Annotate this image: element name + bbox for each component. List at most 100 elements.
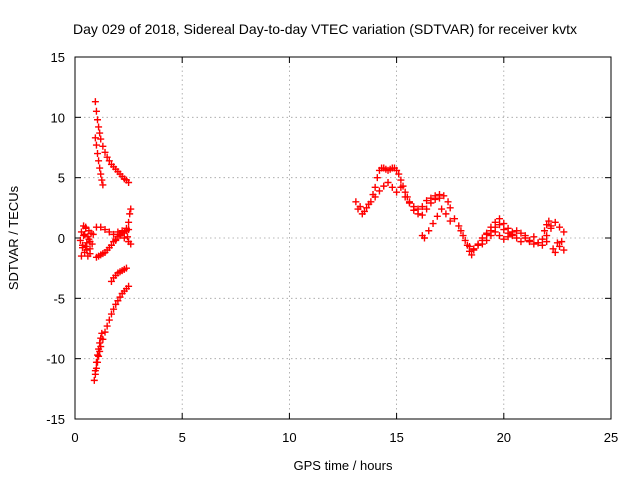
data-point xyxy=(99,142,107,150)
data-point xyxy=(478,240,486,248)
data-point xyxy=(89,230,97,238)
data-point xyxy=(521,232,529,240)
data-point xyxy=(508,230,516,238)
chart-title: Day 029 of 2018, Sidereal Day-to-day VTE… xyxy=(73,21,577,37)
grid-lines xyxy=(75,57,611,419)
data-point xyxy=(80,232,88,240)
data-point xyxy=(397,176,405,184)
data-point xyxy=(105,157,113,165)
data-point xyxy=(541,227,549,235)
data-point xyxy=(97,334,105,342)
data-point xyxy=(120,234,128,242)
data-point xyxy=(446,217,454,225)
data-point xyxy=(538,241,546,249)
data-point xyxy=(354,205,362,213)
data-point xyxy=(122,264,130,272)
data-point xyxy=(513,227,521,235)
data-point xyxy=(560,246,568,254)
data-point xyxy=(543,221,551,229)
data-point xyxy=(76,236,84,244)
data-point xyxy=(101,328,109,336)
data-point xyxy=(94,150,102,158)
data-point xyxy=(556,242,564,250)
x-tick-label: 5 xyxy=(179,430,186,445)
data-point xyxy=(500,220,508,228)
data-point xyxy=(110,305,118,313)
y-tick-label: 10 xyxy=(51,110,65,125)
data-point xyxy=(82,242,90,250)
data-point xyxy=(358,210,366,218)
x-tick-label: 10 xyxy=(282,430,296,445)
data-point xyxy=(84,233,92,241)
data-point xyxy=(384,178,392,186)
data-point xyxy=(530,240,538,248)
data-point xyxy=(478,234,486,242)
data-point xyxy=(534,239,542,247)
data-point xyxy=(470,245,478,253)
data-point xyxy=(517,229,525,237)
data-point xyxy=(127,240,135,248)
data-point xyxy=(418,203,426,211)
data-point xyxy=(545,217,553,225)
data-point xyxy=(107,241,115,249)
data-point xyxy=(103,322,111,330)
x-tick-label: 20 xyxy=(497,430,511,445)
data-points xyxy=(76,98,568,384)
data-point xyxy=(98,176,106,184)
y-tick-label: -5 xyxy=(53,291,65,306)
data-point xyxy=(114,297,122,305)
data-point xyxy=(496,221,504,229)
data-point xyxy=(97,223,105,231)
data-point xyxy=(367,198,375,206)
data-point xyxy=(459,232,467,240)
data-point xyxy=(77,252,85,260)
data-point xyxy=(97,170,105,178)
data-point xyxy=(86,245,94,253)
data-point xyxy=(504,233,512,241)
data-point xyxy=(450,215,458,223)
data-point xyxy=(92,358,100,366)
data-point xyxy=(363,204,371,212)
data-point xyxy=(125,282,133,290)
data-point xyxy=(114,228,122,236)
data-point xyxy=(500,226,508,234)
data-point xyxy=(393,166,401,174)
data-point xyxy=(116,232,124,240)
data-point xyxy=(90,376,98,384)
data-point xyxy=(496,215,504,223)
data-point xyxy=(556,223,564,231)
data-point xyxy=(465,242,473,250)
data-point xyxy=(118,227,126,235)
y-axis-label: SDTVAR / TECUs xyxy=(6,185,21,290)
data-point xyxy=(352,198,360,206)
y-tick-label: -15 xyxy=(46,412,65,427)
data-point xyxy=(124,233,132,241)
data-point xyxy=(98,329,106,337)
data-point xyxy=(420,234,428,242)
x-tick-label: 0 xyxy=(71,430,78,445)
data-point xyxy=(418,211,426,219)
plot-frame xyxy=(74,56,612,420)
data-point xyxy=(97,135,105,143)
data-point xyxy=(107,277,115,285)
data-point xyxy=(457,227,465,235)
data-point xyxy=(431,195,439,203)
data-point xyxy=(423,197,431,205)
data-point xyxy=(388,183,396,191)
data-point xyxy=(487,232,495,240)
y-tick-label: 5 xyxy=(58,171,65,186)
data-point xyxy=(95,157,103,165)
x-tick-label: 25 xyxy=(604,430,618,445)
data-point xyxy=(83,239,91,247)
data-point xyxy=(82,223,90,231)
data-point xyxy=(560,228,568,236)
x-tick-labels: 0 5 10 15 20 25 xyxy=(71,430,618,445)
data-point xyxy=(105,228,113,236)
data-point xyxy=(92,107,100,115)
data-point xyxy=(491,228,499,236)
data-point xyxy=(126,210,134,218)
data-point xyxy=(414,210,422,218)
data-point xyxy=(558,238,566,246)
data-point xyxy=(429,220,437,228)
data-point xyxy=(107,310,115,318)
